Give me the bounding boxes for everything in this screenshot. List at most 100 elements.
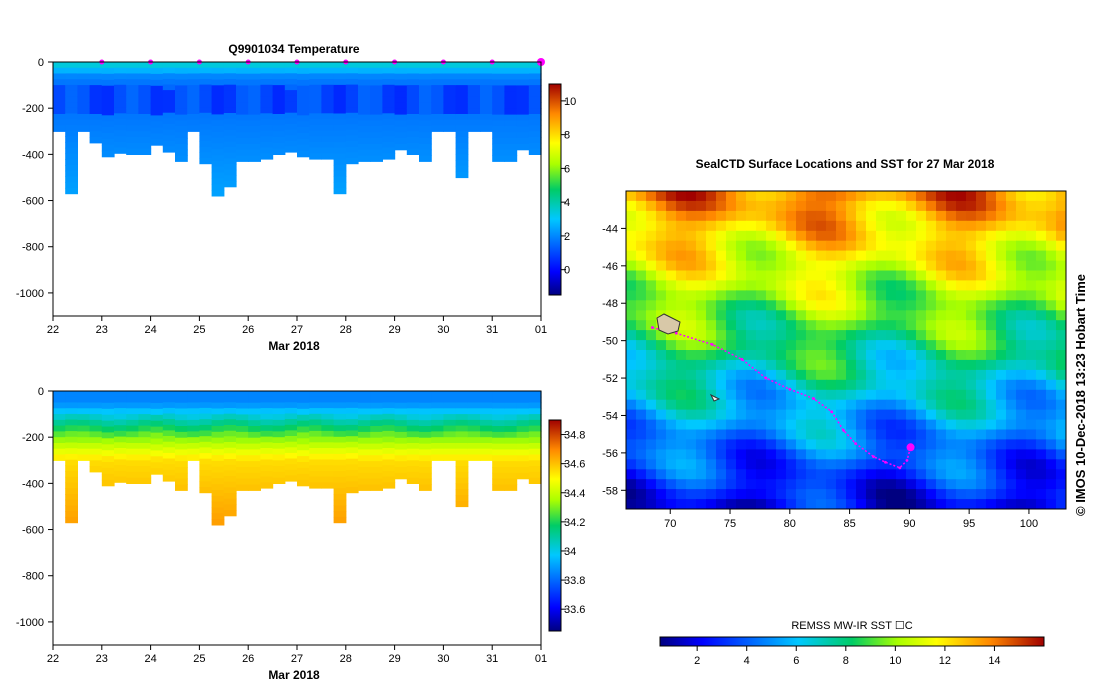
sst-cell <box>636 479 647 490</box>
sst-cell <box>726 340 737 351</box>
sst-cell <box>706 409 717 420</box>
profile-cell <box>516 391 530 398</box>
track-point <box>650 326 654 329</box>
sst-cell <box>636 310 647 321</box>
sst-cell <box>866 210 877 222</box>
profile-cell <box>260 396 274 403</box>
sst-cell <box>846 300 857 311</box>
profile-cell <box>455 500 469 508</box>
sst-cell <box>816 200 827 212</box>
sst-cell <box>666 449 677 460</box>
sst-cell <box>816 220 827 232</box>
sst-cell <box>876 409 887 420</box>
profile-cell <box>223 130 237 137</box>
sst-cell <box>1046 260 1057 271</box>
profile-cell <box>114 465 127 472</box>
profile-cell <box>211 495 225 503</box>
sst-cell <box>1036 340 1047 351</box>
profile-cell <box>492 73 505 81</box>
sst-cell <box>646 280 657 291</box>
sst-cell <box>926 489 937 500</box>
profile-cell <box>455 437 469 444</box>
profile-cell <box>443 102 457 109</box>
sst-cell <box>946 330 957 341</box>
profile-cell <box>345 458 359 465</box>
sst-cell <box>946 310 957 321</box>
sst-cell <box>1046 369 1057 381</box>
sst-cell <box>876 449 887 460</box>
sst-cell <box>826 389 837 401</box>
sst-cell <box>866 409 877 420</box>
profile-cell <box>467 85 481 92</box>
sst-cell <box>786 270 797 281</box>
sst-cell <box>896 191 907 202</box>
profile-cell <box>65 182 78 189</box>
profile-cell <box>358 73 371 81</box>
profile-cell <box>480 425 493 432</box>
sst-cell <box>916 290 927 301</box>
sst-cell <box>626 439 637 450</box>
sst-cell <box>676 350 687 361</box>
sst-cell <box>656 210 667 222</box>
sst-cell <box>996 449 1007 460</box>
sst-cell <box>1056 340 1066 351</box>
sst-cell <box>886 449 897 460</box>
sst-cell <box>726 439 737 450</box>
sst-cell <box>666 340 677 351</box>
profile-cell <box>65 413 78 421</box>
profile-cell <box>126 437 139 444</box>
profile-cell <box>223 152 237 159</box>
profile-cell <box>467 419 481 427</box>
sst-cell <box>1026 300 1037 311</box>
sst-cell <box>946 320 957 331</box>
sst-cell <box>866 340 877 351</box>
sst-cell <box>686 200 697 212</box>
profile-cell <box>358 91 371 98</box>
sst-cell <box>1056 320 1066 331</box>
sst-cell <box>776 260 787 271</box>
sst-cell <box>786 449 797 460</box>
profile-cell <box>187 73 200 80</box>
profile-cell <box>443 414 457 421</box>
sst-cell <box>916 350 927 361</box>
sst-cell <box>626 230 637 242</box>
sst-cell <box>1036 369 1047 381</box>
profile-cell <box>333 130 347 137</box>
sst-cell <box>876 230 887 242</box>
profile-cell <box>443 391 457 398</box>
profile-cell <box>114 442 127 449</box>
x-tick-label: 29 <box>388 324 400 336</box>
sst-cell <box>636 369 647 381</box>
profile-cell <box>406 431 420 438</box>
sst-cell <box>926 330 937 341</box>
sst-colorbar-tick-label: 2 <box>694 655 700 667</box>
sst-cell <box>866 399 877 411</box>
sst-cell <box>686 389 697 401</box>
profile-cell <box>211 437 225 444</box>
profile-cell <box>467 443 481 450</box>
sst-cell <box>1006 290 1017 301</box>
profile-cell <box>65 471 78 478</box>
sst-cell <box>946 340 957 351</box>
profile-cell <box>394 414 408 421</box>
sst-cell <box>666 379 677 391</box>
profile-cell <box>370 437 383 445</box>
sst-cell <box>636 499 647 509</box>
sst-cell <box>646 290 657 301</box>
profile-cell <box>528 425 542 432</box>
sst-cell <box>776 340 787 351</box>
sst-cell <box>1046 350 1057 361</box>
profile-cell <box>162 396 176 403</box>
sst-cell <box>646 191 657 202</box>
sst-cell <box>916 399 927 411</box>
sst-cell <box>876 489 887 500</box>
sst-cell <box>1036 499 1047 509</box>
sst-cell <box>696 479 707 490</box>
profile-cell <box>443 425 457 432</box>
sst-cell <box>696 429 707 440</box>
profile-cell <box>175 431 188 439</box>
profile-cell <box>480 90 493 98</box>
sst-cell <box>866 469 877 480</box>
profile-cell <box>89 119 103 127</box>
profile-cell <box>370 114 383 121</box>
